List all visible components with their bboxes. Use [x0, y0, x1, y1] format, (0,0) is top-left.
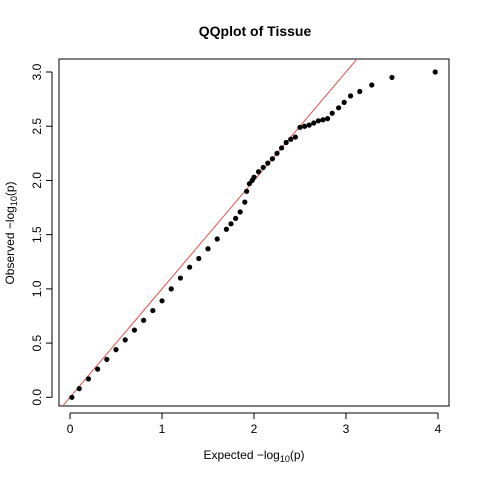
- data-point: [278, 145, 285, 151]
- y-axis: 0.0 0.5 1.0 1.5 2.0 2.5 3.0: [30, 63, 53, 406]
- x-tick-label: 0: [67, 422, 74, 436]
- data-point: [292, 134, 298, 140]
- data-point: [131, 327, 138, 333]
- y-axis-label-subscript: 10: [9, 196, 19, 206]
- y-axis-label-prefix: Observed −log: [3, 206, 17, 284]
- x-tick-label: 1: [159, 422, 166, 436]
- data-point: [255, 169, 262, 175]
- data-point: [389, 74, 395, 81]
- data-point: [159, 298, 165, 304]
- y-tick-label: 1.0: [30, 280, 44, 297]
- y-tick-label: 0.0: [30, 389, 44, 406]
- data-point: [301, 123, 308, 129]
- data-point: [324, 116, 331, 122]
- data-point: [260, 164, 266, 171]
- y-tick-label: 0.5: [30, 334, 44, 351]
- y-axis-label: Observed −log10(p): [3, 181, 19, 284]
- x-axis-label-suffix: (p): [290, 448, 305, 462]
- data-point: [242, 199, 248, 205]
- data-point: [269, 156, 275, 162]
- data-point: [228, 221, 234, 227]
- data-point: [251, 174, 257, 180]
- y-axis-label-suffix: (p): [3, 181, 17, 196]
- data-point: [214, 236, 220, 242]
- data-point: [288, 136, 294, 142]
- plot-frame: [58, 58, 450, 407]
- x-axis-label-prefix: Expected −log: [203, 448, 279, 462]
- x-axis-label-subscript: 10: [280, 454, 290, 464]
- data-point: [274, 150, 280, 156]
- data-point: [357, 88, 363, 95]
- data-point: [347, 93, 354, 99]
- data-point: [85, 376, 92, 382]
- data-point: [329, 110, 335, 116]
- data-point: [69, 394, 75, 400]
- data-point: [223, 226, 230, 232]
- data-point: [283, 139, 289, 146]
- data-point: [336, 105, 342, 111]
- data-point: [265, 160, 271, 166]
- data-point: [297, 124, 303, 130]
- data-point: [320, 117, 326, 123]
- data-point: [95, 366, 101, 372]
- y-tick-label: 2.5: [30, 118, 44, 135]
- data-point: [432, 69, 438, 75]
- data-point: [150, 307, 156, 314]
- data-point: [141, 317, 147, 323]
- data-point: [311, 120, 317, 126]
- chart-title: QQplot of Tissue: [199, 23, 312, 39]
- data-point: [205, 246, 211, 252]
- data-point: [315, 118, 321, 124]
- y-tick-label: 3.0: [30, 63, 44, 80]
- data-point: [341, 99, 347, 105]
- data-point: [187, 264, 193, 270]
- data-point: [244, 188, 250, 194]
- x-tick-label: 2: [251, 422, 258, 436]
- data-point: [122, 337, 128, 343]
- y-tick-label: 1.5: [30, 226, 44, 243]
- data-point: [76, 386, 82, 392]
- x-tick-label: 4: [435, 422, 442, 436]
- data-point: [168, 286, 174, 292]
- data-point: [113, 347, 119, 353]
- data-point: [237, 209, 243, 215]
- data-point: [177, 275, 184, 281]
- x-axis-label: Expected −log10(p): [203, 448, 304, 464]
- data-point: [196, 255, 202, 262]
- data-point: [369, 82, 375, 88]
- y-tick-label: 2.0: [30, 172, 44, 189]
- x-tick-label: 3: [343, 422, 350, 436]
- data-point: [104, 356, 110, 362]
- data-point: [233, 215, 239, 222]
- data-point: [306, 122, 312, 128]
- x-axis: 0 1 2 3 4: [67, 412, 442, 436]
